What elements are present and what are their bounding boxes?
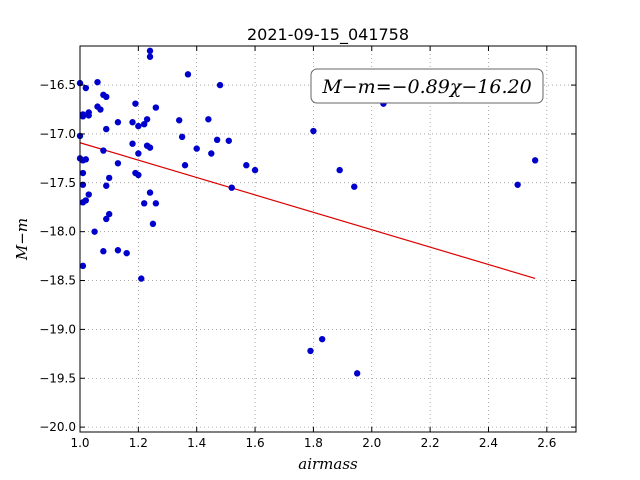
data-point <box>251 166 259 174</box>
x-tick-label: 1.2 <box>129 436 148 450</box>
x-tick-label: 2.0 <box>362 436 381 450</box>
y-tick-label: −19.0 <box>39 322 76 336</box>
data-point <box>85 191 92 198</box>
data-point <box>100 147 107 154</box>
data-point <box>85 112 92 119</box>
data-point <box>129 119 136 126</box>
data-point <box>103 182 110 189</box>
data-point <box>351 183 358 190</box>
chart-title: 2021-09-15_041758 <box>247 25 409 45</box>
data-point <box>135 150 142 157</box>
y-tick-label: −17.0 <box>39 127 76 141</box>
data-point <box>184 71 192 78</box>
data-point <box>193 145 200 152</box>
fit-equation-box: M−m=−0.89χ−16.20 <box>310 68 544 104</box>
data-point <box>140 120 148 128</box>
data-point <box>103 125 110 133</box>
y-tick-label: −16.5 <box>39 78 76 92</box>
x-tick-label: 2.6 <box>537 436 556 450</box>
data-point <box>103 93 110 101</box>
data-point <box>103 215 110 223</box>
fit-line-layer <box>79 142 536 279</box>
y-tick-label: −17.5 <box>39 176 76 190</box>
data-point <box>79 113 87 120</box>
data-point <box>205 116 212 123</box>
data-point <box>105 210 113 218</box>
data-point <box>138 275 145 282</box>
data-point <box>143 142 151 149</box>
data-point <box>228 184 235 191</box>
data-point <box>514 181 521 188</box>
y-tick-label: −18.5 <box>39 274 76 288</box>
x-tick-label: 1.0 <box>70 436 89 450</box>
data-point <box>135 122 142 130</box>
x-tick-label: 2.4 <box>479 436 498 450</box>
data-point <box>143 116 151 123</box>
x-tick-label: 1.8 <box>304 436 323 450</box>
fit-line <box>79 142 536 279</box>
data-point <box>94 103 101 110</box>
data-point <box>152 200 160 207</box>
data-point <box>114 160 122 167</box>
data-point <box>178 133 186 141</box>
data-point <box>225 137 232 144</box>
data-point <box>114 247 122 254</box>
data-point <box>310 127 317 135</box>
data-point <box>353 370 361 377</box>
data-point <box>216 81 224 89</box>
data-point <box>79 169 87 177</box>
data-point <box>123 249 130 257</box>
data-point <box>146 47 154 55</box>
data-point <box>146 53 154 60</box>
data-point <box>307 347 314 355</box>
data-point <box>79 262 87 270</box>
data-point <box>135 171 142 179</box>
y-axis-label: M−m <box>13 218 31 261</box>
data-point <box>146 189 154 196</box>
y-tick-label: −20.0 <box>39 420 76 434</box>
x-axis-label: airmass <box>298 455 358 473</box>
data-point <box>176 117 183 124</box>
data-point <box>149 220 157 228</box>
data-point <box>152 104 160 111</box>
x-tick-label: 1.6 <box>246 436 265 450</box>
data-point <box>531 157 539 164</box>
axis-ticks: 1.0 1.2 1.4 1.6 1.8 2.0 2.2 2.4 2.6 −16.5 −17.0 −17… <box>39 46 576 450</box>
data-point <box>114 119 122 126</box>
grid <box>79 46 576 432</box>
data-point <box>336 166 343 174</box>
data-point <box>243 162 250 169</box>
data-point <box>129 140 136 147</box>
data-point <box>132 100 139 107</box>
data-point <box>140 200 148 207</box>
data-point <box>91 228 98 235</box>
data-point <box>82 156 90 163</box>
x-tick-label: 2.2 <box>421 436 440 450</box>
data-point <box>94 78 101 86</box>
fit-equation-frame <box>310 68 544 104</box>
y-tick-label: −18.0 <box>39 225 76 239</box>
data-point <box>213 136 221 144</box>
data-point <box>105 174 113 182</box>
data-point <box>100 248 107 255</box>
data-point <box>82 84 90 92</box>
x-tick-label: 1.4 <box>187 436 206 450</box>
data-point <box>181 162 189 169</box>
plot-area <box>79 45 577 433</box>
y-tick-label: −19.5 <box>39 371 76 385</box>
fit-equation: M−m=−0.89χ−16.20 <box>321 76 531 98</box>
data-point <box>82 197 90 204</box>
data-point <box>208 150 215 157</box>
data-point <box>318 335 326 343</box>
